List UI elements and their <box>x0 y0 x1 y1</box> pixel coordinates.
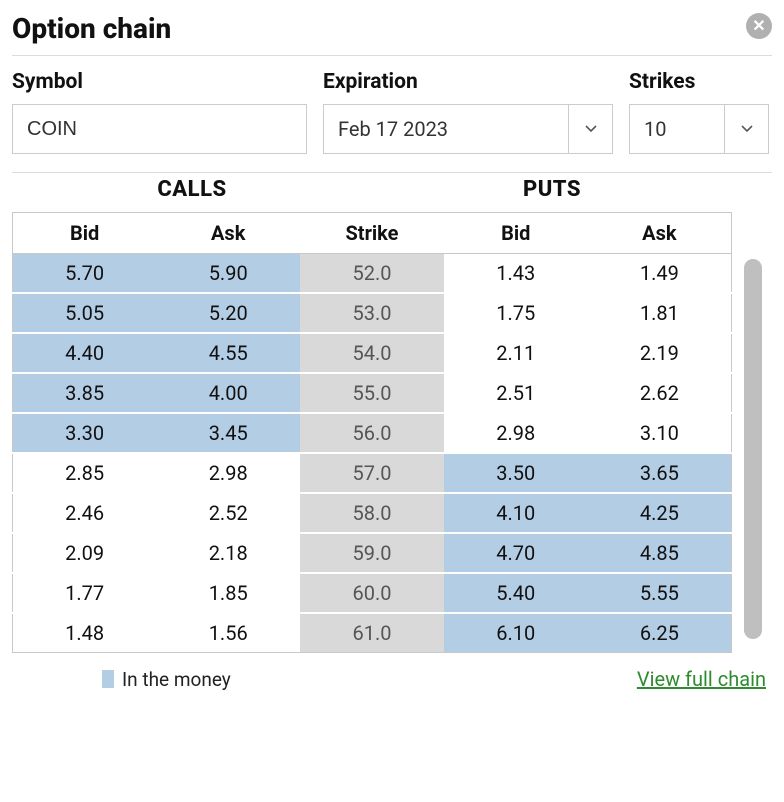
cell-strike: 61.0 <box>300 613 444 653</box>
cell-put-ask: 6.25 <box>588 613 732 653</box>
puts-group-header: PUTS <box>372 177 732 202</box>
cell-call-ask: 1.85 <box>156 573 300 613</box>
close-icon: ✕ <box>752 16 765 35</box>
cell-put-ask: 4.85 <box>588 533 732 573</box>
divider <box>12 172 772 173</box>
chevron-down-icon <box>724 105 768 153</box>
page-title: Option chain <box>12 12 171 45</box>
cell-put-bid: 3.50 <box>444 453 588 493</box>
expiration-value: Feb 17 2023 <box>324 117 568 141</box>
cell-call-bid: 5.70 <box>13 254 157 294</box>
cell-call-ask: 2.52 <box>156 493 300 533</box>
cell-put-ask: 4.25 <box>588 493 732 533</box>
expiration-label: Expiration <box>323 70 613 94</box>
col-strike: Strike <box>300 213 444 254</box>
table-row[interactable]: 1.771.8560.05.405.55 <box>13 573 732 613</box>
strikes-select[interactable]: 10 <box>629 104 769 154</box>
filters-row: Symbol Expiration Feb 17 2023 Strikes 10 <box>12 56 772 172</box>
view-full-chain-link[interactable]: View full chain <box>637 667 766 691</box>
cell-call-ask: 5.20 <box>156 293 300 333</box>
cell-strike: 53.0 <box>300 293 444 333</box>
cell-call-bid: 1.48 <box>13 613 157 653</box>
cell-put-ask: 2.19 <box>588 333 732 373</box>
cell-call-ask: 1.56 <box>156 613 300 653</box>
cell-put-bid: 6.10 <box>444 613 588 653</box>
scrollbar-thumb[interactable] <box>744 259 762 639</box>
expiration-select[interactable]: Feb 17 2023 <box>323 104 613 154</box>
cell-put-ask: 1.49 <box>588 254 732 294</box>
chevron-down-icon <box>568 105 612 153</box>
cell-call-ask: 2.98 <box>156 453 300 493</box>
table-row[interactable]: 5.055.2053.01.751.81 <box>13 293 732 333</box>
close-button[interactable]: ✕ <box>746 13 772 39</box>
strikes-label: Strikes <box>629 70 769 94</box>
cell-put-bid: 2.11 <box>444 333 588 373</box>
cell-put-ask: 2.62 <box>588 373 732 413</box>
cell-put-bid: 5.40 <box>444 573 588 613</box>
cell-strike: 60.0 <box>300 573 444 613</box>
cell-call-bid: 2.85 <box>13 453 157 493</box>
cell-put-bid: 1.75 <box>444 293 588 333</box>
cell-call-ask: 4.55 <box>156 333 300 373</box>
cell-strike: 57.0 <box>300 453 444 493</box>
cell-put-bid: 1.43 <box>444 254 588 294</box>
cell-call-bid: 2.09 <box>13 533 157 573</box>
cell-put-bid: 4.10 <box>444 493 588 533</box>
cell-put-ask: 3.65 <box>588 453 732 493</box>
table-row[interactable]: 3.303.4556.02.983.10 <box>13 413 732 453</box>
col-put-ask: Ask <box>588 213 732 254</box>
cell-call-ask: 5.90 <box>156 254 300 294</box>
cell-call-ask: 2.18 <box>156 533 300 573</box>
legend-swatch-itm <box>102 670 114 688</box>
cell-call-bid: 3.30 <box>13 413 157 453</box>
legend: In the money <box>102 668 231 691</box>
cell-put-bid: 2.51 <box>444 373 588 413</box>
table-row[interactable]: 2.092.1859.04.704.85 <box>13 533 732 573</box>
symbol-label: Symbol <box>12 70 307 94</box>
table-row[interactable]: 2.462.5258.04.104.25 <box>13 493 732 533</box>
table-row[interactable]: 5.705.9052.01.431.49 <box>13 254 732 294</box>
cell-call-bid: 3.85 <box>13 373 157 413</box>
calls-group-header: CALLS <box>12 177 372 202</box>
cell-put-bid: 2.98 <box>444 413 588 453</box>
cell-call-bid: 4.40 <box>13 333 157 373</box>
table-header-row: Bid Ask Strike Bid Ask <box>13 213 732 254</box>
cell-put-ask: 3.10 <box>588 413 732 453</box>
cell-put-ask: 5.55 <box>588 573 732 613</box>
col-call-bid: Bid <box>13 213 157 254</box>
cell-strike: 55.0 <box>300 373 444 413</box>
col-put-bid: Bid <box>444 213 588 254</box>
symbol-input[interactable] <box>12 104 307 154</box>
table-row[interactable]: 4.404.5554.02.112.19 <box>13 333 732 373</box>
cell-strike: 54.0 <box>300 333 444 373</box>
cell-strike: 52.0 <box>300 254 444 294</box>
cell-strike: 56.0 <box>300 413 444 453</box>
option-chain-table: Bid Ask Strike Bid Ask 5.705.9052.01.431… <box>12 212 732 653</box>
cell-put-ask: 1.81 <box>588 293 732 333</box>
table-row[interactable]: 3.854.0055.02.512.62 <box>13 373 732 413</box>
cell-call-ask: 3.45 <box>156 413 300 453</box>
cell-strike: 59.0 <box>300 533 444 573</box>
legend-label: In the money <box>122 668 231 691</box>
scrollbar[interactable] <box>744 259 762 639</box>
cell-call-bid: 2.46 <box>13 493 157 533</box>
cell-call-bid: 5.05 <box>13 293 157 333</box>
strikes-value: 10 <box>630 117 724 141</box>
cell-call-ask: 4.00 <box>156 373 300 413</box>
cell-put-bid: 4.70 <box>444 533 588 573</box>
table-row[interactable]: 1.481.5661.06.106.25 <box>13 613 732 653</box>
cell-strike: 58.0 <box>300 493 444 533</box>
col-call-ask: Ask <box>156 213 300 254</box>
table-row[interactable]: 2.852.9857.03.503.65 <box>13 453 732 493</box>
cell-call-bid: 1.77 <box>13 573 157 613</box>
